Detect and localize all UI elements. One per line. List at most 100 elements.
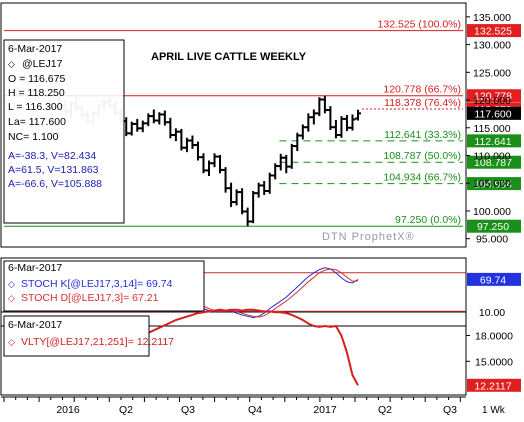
price-bar-30	[222, 167, 229, 193]
info-last: La= 117.600	[8, 116, 66, 128]
fib-tag-3	[467, 134, 521, 148]
price-bar-24	[189, 135, 196, 149]
price-bar-22	[178, 128, 185, 151]
price-bar-34	[244, 207, 251, 227]
stoch-date: 6-Mar-2017	[8, 262, 62, 274]
vlty-tick-label-0: 18.0000	[475, 331, 513, 343]
period-label: 1 Wk	[482, 405, 506, 416]
price-bar-52	[343, 115, 350, 132]
price-bar-20	[167, 117, 174, 139]
fib-label-4: 108.787 (50.0%)	[383, 150, 461, 162]
y-tick-label-0: 135.000	[473, 12, 511, 24]
stoch-k-diamond-icon: ◇	[8, 279, 15, 289]
stoch-k-tag	[467, 272, 521, 286]
price-bar-36	[255, 182, 262, 198]
price-bar-49	[327, 106, 334, 130]
stoch-k-label: STOCH K[@LEJ17,3,14]= 69.74	[21, 278, 173, 290]
stoch-axis: 69.74 10.00	[467, 272, 521, 319]
vlty-diamond-icon: ◇	[8, 337, 15, 347]
fib-label-1: 120.778 (66.7%)	[383, 84, 461, 96]
price-bar-14	[134, 118, 141, 132]
stoch-k-tag-text: 69.74	[480, 274, 506, 286]
price-bar-23	[183, 137, 190, 153]
price-bar-43	[294, 132, 301, 152]
chart-title: APRIL LIVE CATTLE WEEKLY	[151, 51, 307, 63]
fib-tag-text-0: 132.525	[474, 26, 512, 38]
last-price-tag	[467, 106, 521, 120]
price-bar-28	[211, 153, 218, 168]
info-symbol: @LEJ17	[22, 58, 63, 70]
fib-tag-1	[467, 89, 521, 103]
price-bar-41	[283, 154, 290, 174]
price-bar-13	[128, 121, 135, 136]
price-bar-26	[200, 153, 207, 174]
info-low: L = 116.300	[8, 101, 63, 113]
price-bar-48	[321, 95, 328, 114]
price-bar-15	[139, 120, 146, 133]
y-tick-label-6: 105.000	[473, 178, 511, 190]
x-tick-label-5: Q2	[378, 404, 392, 416]
price-bar-18	[156, 112, 163, 125]
info-avg-2: A=61.5, V=131.863	[8, 164, 99, 176]
info-net-change: NC= 1.100	[8, 131, 59, 143]
vlty-line	[120, 308, 359, 386]
x-tick-label-0: 2016	[56, 404, 80, 416]
info-open: O = 116.675	[8, 73, 65, 85]
fib-tag-text-5: 104.934	[474, 179, 512, 191]
price-bar-17	[150, 109, 157, 124]
price-bar-42	[288, 143, 295, 169]
price-bar-39	[272, 163, 279, 180]
info-avg-1: A=-38.3, V=82.434	[8, 150, 96, 162]
info-box-frame	[3, 39, 125, 224]
price-bar-35	[250, 190, 257, 224]
vlty-tag	[467, 378, 521, 392]
fib-label-6: 97.250 (0.0%)	[395, 214, 461, 226]
x-tick-label-2: Q3	[181, 404, 195, 416]
fib-tag-5	[467, 177, 521, 191]
price-bar-50	[332, 120, 339, 139]
stoch-panel-frame	[0, 257, 467, 327]
watermark: DTN ProphetX®	[322, 231, 415, 243]
y-tick-label-4: 115.000	[473, 123, 510, 135]
y-tick-label-3: 120.000	[473, 95, 511, 107]
info-date: 6-Mar-2017	[8, 43, 62, 55]
x-tick-label-1: Q2	[119, 404, 133, 416]
price-panel-frame	[0, 2, 467, 248]
y-tick-label-1: 130.000	[473, 40, 511, 52]
info-high: H = 118.250	[8, 87, 65, 99]
fib-tag-text-4: 108.787	[474, 157, 512, 169]
vlty-axis: 18.0000 15.0000 12.2117	[466, 331, 521, 392]
stoch-d-diamond-icon: ◇	[8, 293, 15, 303]
fib-label-2: 118.378 (76.4%)	[384, 97, 461, 109]
x-tick-label-3: Q4	[248, 404, 262, 416]
fib-tag-text-1: 120.778	[474, 91, 512, 103]
price-axis: 132.525120.778118.378112.641108.787104.9…	[466, 12, 521, 246]
fibonacci-labels: 132.525 (100.0%) 120.778 (66.7%)118.378 (…	[378, 19, 461, 227]
x-tick-label-6: Q3	[443, 404, 457, 416]
vlty-tick-label-1: 15.0000	[475, 356, 513, 368]
y-tick-label-8: 95.000	[476, 234, 508, 246]
price-bar-29	[217, 154, 224, 174]
price-bar-31	[228, 182, 235, 208]
stoch-legend-frame	[3, 260, 205, 312]
price-bar-45	[305, 113, 312, 132]
vlty-label: VLTY[@LEJ17,21,251]= 12.2117	[21, 336, 174, 348]
price-bar-44	[299, 124, 306, 140]
vlty-tag-text: 12.2117	[474, 380, 511, 392]
price-bar-51	[338, 116, 345, 138]
x-tick-label-4: 2017	[313, 404, 337, 416]
fib-label-5: 104.934 (66.7%)	[383, 172, 461, 184]
fib-tag-0	[467, 24, 521, 38]
fib-tag-text-3: 112.641	[474, 136, 511, 148]
price-bar-27	[206, 160, 212, 177]
info-symbol-diamond-icon: ◇	[8, 59, 15, 69]
price-bar-16	[145, 113, 152, 127]
fib-tag-6	[467, 219, 521, 233]
y-tick-label-2: 125.000	[473, 67, 511, 79]
vlty-legend-frame	[3, 315, 150, 357]
price-bar-54	[355, 109, 361, 121]
stoch-axis-label: 10.00	[479, 307, 505, 319]
fib-label-0: 132.525 (100.0%)	[378, 19, 461, 31]
fib-tag-4	[467, 155, 521, 169]
